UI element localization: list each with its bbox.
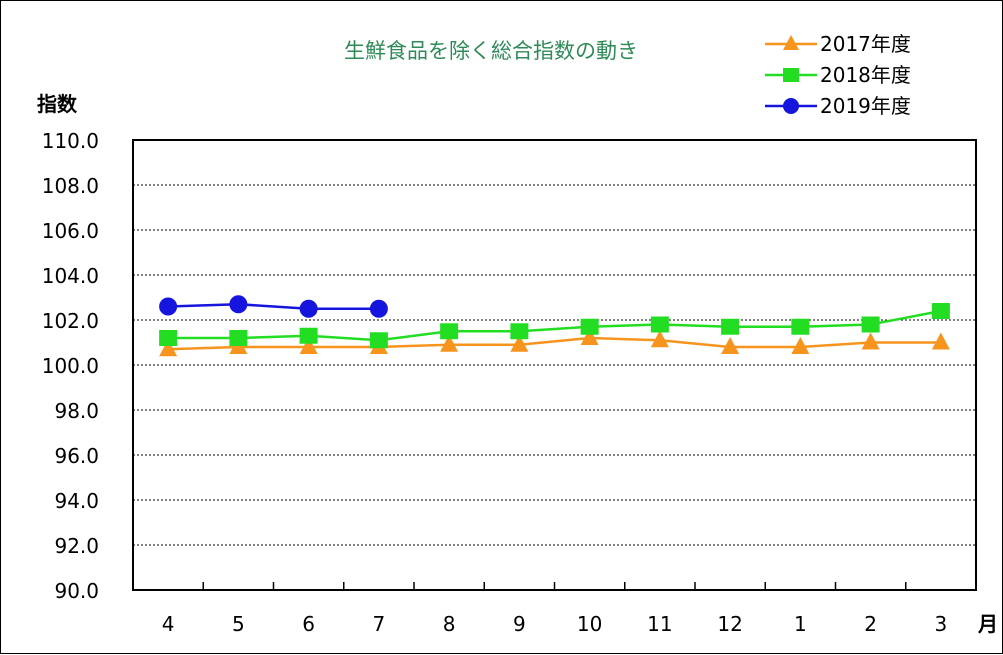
series-layer [159,295,950,357]
legend-marker [783,68,799,82]
data-point [510,323,529,340]
y-tick-label: 102.0 [42,309,99,333]
data-point [791,318,810,335]
data-point [650,330,669,348]
series-3 [159,295,388,318]
data-point [861,316,880,333]
series-1 [159,328,950,357]
data-point [229,295,248,314]
x-tick-label: 10 [577,612,602,636]
data-point [721,337,740,354]
y-tick-label: 106.0 [42,219,99,243]
legend-item: 2018年度 [765,63,911,87]
data-point [931,303,950,319]
legend-label: 2018年度 [820,63,911,87]
data-point [510,334,529,352]
x-tick-label: 11 [647,612,672,636]
y-tick-label: 100.0 [42,354,99,378]
y-tick-label: 110.0 [42,129,99,153]
data-point [369,332,388,349]
legend-label: 2019年度 [820,94,911,118]
data-point [580,318,599,335]
series-line [168,336,941,351]
data-point [440,334,459,352]
data-point [229,330,248,346]
chart-title: 生鮮食品を除く総合指数の動き [344,39,638,63]
series-line [168,302,379,310]
data-point [159,330,178,346]
series-2 [159,303,950,349]
y-tick-label: 96.0 [54,444,99,468]
legend-marker [783,98,799,114]
y-axis-ticks: 110.0 108.0 106.0 104.0 102.0 100.0 98.0 96.0 94… [42,129,99,603]
y-tick-label: 98.0 [54,399,99,423]
data-point [159,297,178,316]
data-point [861,332,880,350]
data-point [721,318,740,335]
y-tick-label: 108.0 [42,174,99,198]
x-tick-label: 8 [443,612,456,636]
x-axis-ticks: 4 5 6 7 8 9 10 11 12 1 2 3 [162,582,947,636]
data-point [299,299,318,318]
legend-item: 2019年度 [765,94,911,118]
x-tick-label: 5 [232,612,245,636]
legend-item: 2017年度 [765,32,911,56]
x-tick-label: 6 [302,612,315,636]
legend-marker [783,35,799,50]
data-point [369,299,388,318]
x-axis-label: 月 [977,612,998,636]
legend-label: 2017年度 [820,32,911,56]
y-tick-label: 104.0 [42,264,99,288]
x-tick-label: 4 [162,612,175,636]
gridlines [133,184,976,546]
x-tick-label: 3 [935,612,948,636]
x-tick-label: 12 [717,612,742,636]
x-tick-label: 2 [864,612,877,636]
data-point [931,332,950,350]
series-line [168,309,942,342]
y-tick-label: 92.0 [54,534,99,558]
legend: 2017年度 2018年度 2019年度 [765,32,911,118]
data-point [580,328,599,345]
y-tick-label: 90.0 [54,579,99,603]
y-tick-label: 94.0 [54,489,99,513]
data-point [650,316,669,333]
x-tick-label: 7 [373,612,386,636]
x-tick-label: 1 [794,612,807,636]
data-point [299,327,318,344]
y-axis-label: 指数 [37,92,78,116]
data-point [791,337,810,354]
x-tick-label: 9 [513,612,526,636]
data-point [299,337,318,354]
data-point [440,323,459,340]
data-point [159,339,178,357]
